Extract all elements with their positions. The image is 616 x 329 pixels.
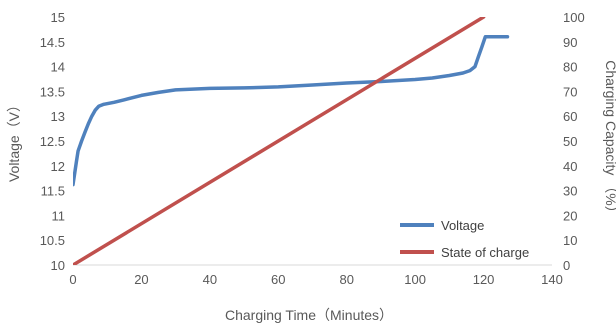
x-tick-label: 100 bbox=[404, 272, 426, 287]
left-tick-label: 14.5 bbox=[40, 35, 65, 50]
right-axis-title: Charging Capacity （%） bbox=[603, 60, 616, 220]
left-tick-label: 11 bbox=[52, 208, 66, 223]
left-axis-ticks: 10 10.5 11 11.5 12 12.5 13 13.5 14 14.5 15 bbox=[40, 10, 65, 273]
left-tick-label: 13.5 bbox=[40, 84, 65, 99]
right-tick-label: 0 bbox=[563, 258, 570, 273]
legend-label-state-of-charge: State of charge bbox=[441, 245, 529, 260]
legend-label-voltage: Voltage bbox=[441, 218, 484, 233]
x-tick-label: 40 bbox=[203, 272, 217, 287]
x-axis-ticks: 0 20 40 60 80 100 120 140 bbox=[69, 272, 562, 287]
left-tick-label: 12.5 bbox=[40, 134, 65, 149]
left-tick-label: 11.5 bbox=[41, 184, 65, 199]
voltage-line bbox=[73, 35, 510, 187]
right-tick-label: 50 bbox=[563, 134, 577, 149]
left-axis-title: Voltage（V） bbox=[6, 98, 22, 182]
left-tick-label: 10 bbox=[51, 258, 65, 273]
left-tick-label: 12 bbox=[51, 159, 65, 174]
right-tick-label: 90 bbox=[563, 35, 577, 50]
right-tick-label: 40 bbox=[563, 159, 577, 174]
x-tick-label: 120 bbox=[473, 272, 495, 287]
left-tick-label: 10.5 bbox=[40, 233, 65, 248]
x-tick-label: 0 bbox=[69, 272, 76, 287]
x-tick-label: 60 bbox=[271, 272, 285, 287]
left-tick-label: 14 bbox=[51, 60, 65, 75]
x-axis-title: Charging Time（Minutes） bbox=[225, 307, 393, 323]
x-tick-label: 140 bbox=[541, 272, 563, 287]
right-tick-label: 30 bbox=[563, 184, 577, 199]
legend: Voltage State of charge bbox=[400, 218, 529, 260]
left-tick-label: 13 bbox=[51, 109, 65, 124]
right-tick-label: 70 bbox=[563, 84, 577, 99]
right-tick-label: 80 bbox=[563, 60, 577, 75]
series-layer bbox=[73, 17, 510, 265]
right-tick-label: 10 bbox=[563, 233, 577, 248]
right-tick-label: 60 bbox=[563, 109, 577, 124]
x-tick-label: 20 bbox=[134, 272, 148, 287]
x-tick-label: 80 bbox=[339, 272, 353, 287]
right-tick-label: 20 bbox=[563, 208, 577, 223]
right-axis-ticks: 0 10 20 30 40 50 60 70 80 90 100 bbox=[563, 10, 585, 273]
right-tick-label: 100 bbox=[563, 10, 585, 25]
left-tick-label: 15 bbox=[51, 10, 65, 25]
state-of-charge-line bbox=[73, 17, 486, 265]
